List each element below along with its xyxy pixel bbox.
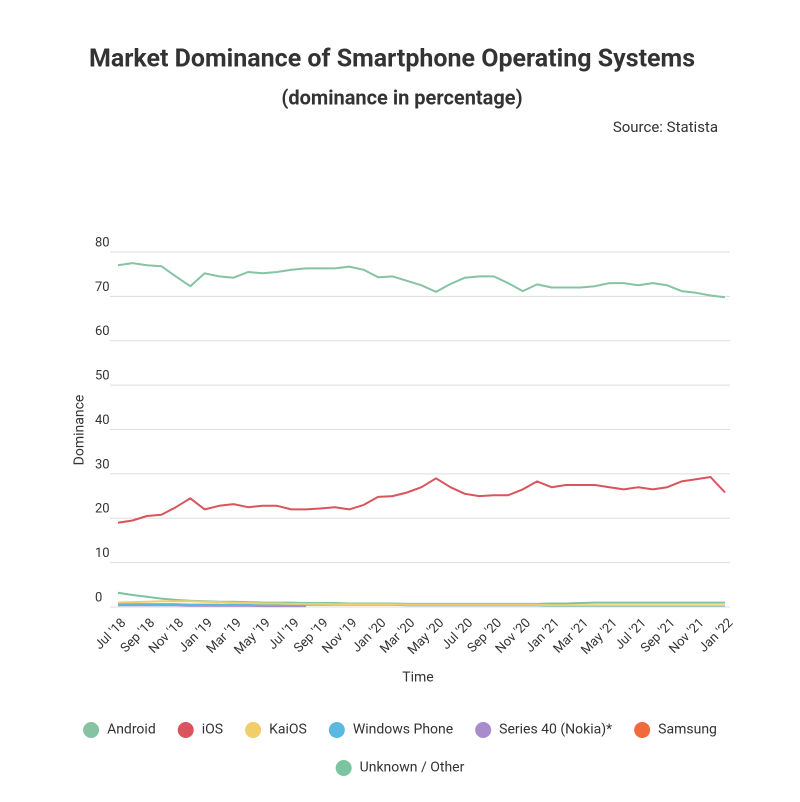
legend-label: Windows Phone bbox=[353, 722, 453, 738]
series-line bbox=[117, 600, 725, 607]
legend-marker bbox=[475, 722, 492, 738]
legend-marker bbox=[83, 722, 100, 738]
y-tick-label: 40 bbox=[95, 413, 110, 428]
y-axis-label: Dominance bbox=[72, 395, 88, 466]
legend-label: Samsung bbox=[658, 722, 717, 738]
legend-label: Unknown / Other bbox=[360, 760, 465, 776]
x-axis-label: Time bbox=[402, 670, 433, 686]
legend-label: Android bbox=[107, 722, 156, 738]
chart-subtitle: (dominance in percentage) bbox=[281, 85, 522, 109]
y-tick-label: 50 bbox=[95, 369, 110, 384]
legend-label: iOS bbox=[202, 722, 223, 738]
y-tick-label: 80 bbox=[95, 235, 110, 250]
y-tick-label: 30 bbox=[95, 457, 110, 472]
legend-marker bbox=[177, 722, 194, 738]
y-tick-label: 10 bbox=[95, 546, 110, 561]
series-line bbox=[117, 262, 726, 299]
legend-marker bbox=[328, 722, 345, 738]
y-tick-label: 60 bbox=[95, 324, 110, 339]
y-tick-label: 70 bbox=[95, 280, 110, 295]
y-tick-label: 20 bbox=[95, 502, 110, 517]
chart-title: Market Dominance of Smartphone Operating… bbox=[89, 45, 695, 74]
series-line bbox=[117, 476, 726, 524]
y-tick-label: 0 bbox=[95, 590, 102, 605]
legend-label: Series 40 (Nokia)* bbox=[499, 722, 612, 738]
legend-marker bbox=[245, 722, 262, 738]
legend-label: KaiOS bbox=[269, 722, 307, 738]
legend-marker bbox=[634, 722, 651, 738]
legend-marker bbox=[335, 760, 352, 776]
source: Source: Statista bbox=[613, 118, 718, 136]
